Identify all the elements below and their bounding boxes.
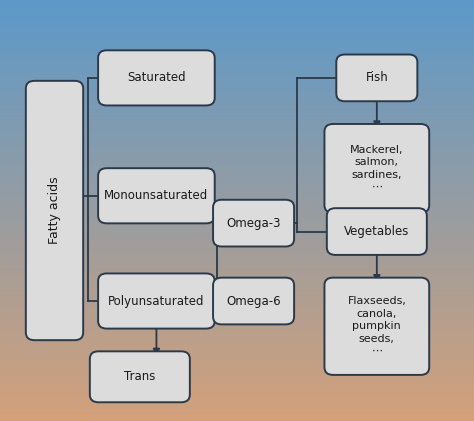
FancyBboxPatch shape — [98, 274, 215, 328]
Text: Vegetables: Vegetables — [344, 225, 410, 238]
Text: Trans: Trans — [124, 370, 155, 383]
Text: Flaxseeds,
canola,
pumpkin
seeds,
⋯: Flaxseeds, canola, pumpkin seeds, ⋯ — [347, 296, 406, 356]
Text: Fatty acids: Fatty acids — [48, 177, 61, 244]
FancyBboxPatch shape — [324, 124, 429, 213]
FancyBboxPatch shape — [98, 50, 215, 106]
Text: Omega-6: Omega-6 — [226, 295, 281, 307]
FancyBboxPatch shape — [213, 200, 294, 247]
FancyBboxPatch shape — [336, 55, 417, 101]
FancyBboxPatch shape — [90, 351, 190, 402]
FancyBboxPatch shape — [324, 278, 429, 375]
Text: Mackerel,
salmon,
sardines,
⋯: Mackerel, salmon, sardines, ⋯ — [350, 145, 403, 192]
Text: Fish: Fish — [365, 72, 388, 84]
FancyBboxPatch shape — [213, 278, 294, 324]
Text: Monounsaturated: Monounsaturated — [104, 189, 209, 202]
FancyBboxPatch shape — [98, 168, 215, 223]
Text: Polyunsaturated: Polyunsaturated — [108, 295, 205, 307]
FancyBboxPatch shape — [26, 81, 83, 340]
Text: Saturated: Saturated — [127, 72, 186, 84]
Text: Omega-3: Omega-3 — [227, 217, 281, 229]
FancyBboxPatch shape — [327, 208, 427, 255]
